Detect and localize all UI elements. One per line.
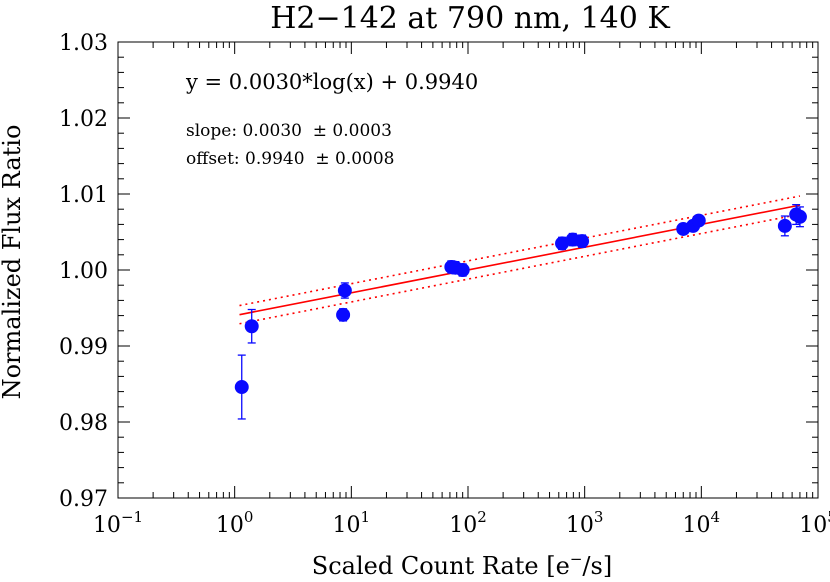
x-tick-label: 102 [449, 508, 487, 538]
axis-ticks [117, 41, 819, 499]
x-tick-label: 105 [799, 508, 830, 538]
fit-upper-bound [239, 195, 801, 307]
y-tick-label: 1.00 [59, 259, 108, 284]
point-marker [336, 307, 351, 322]
data-point [792, 206, 807, 228]
x-axis-label-tail: /s] [582, 552, 612, 580]
point-marker [455, 263, 470, 277]
equation-annotation: y = 0.0030*log(x) + 0.9940 [185, 70, 478, 94]
point-marker [777, 218, 792, 233]
x-axis-label: Scaled Count Rate [e−/s] [312, 550, 612, 580]
data-point [234, 354, 249, 420]
x-tick-label: 10−1 [93, 508, 143, 538]
x-tick-label: 104 [683, 508, 721, 538]
slope-annotation: slope: 0.0030 ± 0.0003 [186, 121, 392, 141]
data-point [575, 234, 590, 249]
x-tick-label: 103 [566, 508, 604, 538]
x-axis-label-main: Scaled Count Rate [e [312, 552, 570, 580]
y-tick-label: 1.02 [59, 107, 108, 132]
x-tick-label: 101 [333, 508, 371, 538]
data-point [336, 307, 351, 322]
point-marker [691, 213, 706, 228]
point-marker [575, 234, 590, 249]
point-marker [792, 209, 807, 224]
y-tick-label: 0.99 [59, 335, 108, 360]
x-tick-labels: 10−1 100 101 102 103 104 105 [93, 508, 830, 538]
fit-line [239, 204, 801, 316]
y-tick-label: 0.97 [59, 487, 108, 512]
chart-title: H2−142 at 790 nm, 140 K [270, 1, 670, 36]
x-axis-label-sup: − [570, 550, 583, 568]
data-point [337, 282, 352, 299]
data-point [455, 263, 470, 277]
y-tick-labels: 0.97 0.98 0.99 1.00 1.01 1.02 1.03 [59, 31, 108, 512]
point-marker [555, 236, 570, 251]
offset-annotation: offset: 0.9940 ± 0.0008 [186, 149, 394, 169]
y-tick-label: 1.03 [59, 31, 108, 56]
y-tick-label: 1.01 [59, 183, 108, 208]
data-points [234, 203, 807, 420]
point-marker [234, 380, 249, 395]
fit-layer [239, 195, 801, 325]
x-tick-label: 100 [216, 508, 254, 538]
data-point [691, 213, 706, 228]
fit-lower-bound [239, 213, 801, 325]
point-marker [337, 283, 352, 298]
y-axis-label: Normalized Flux Ratio [0, 125, 26, 400]
y-tick-label: 0.98 [59, 411, 108, 436]
data-point [244, 308, 259, 344]
data-point [555, 236, 570, 251]
data-point [777, 215, 792, 237]
point-marker [244, 319, 259, 334]
